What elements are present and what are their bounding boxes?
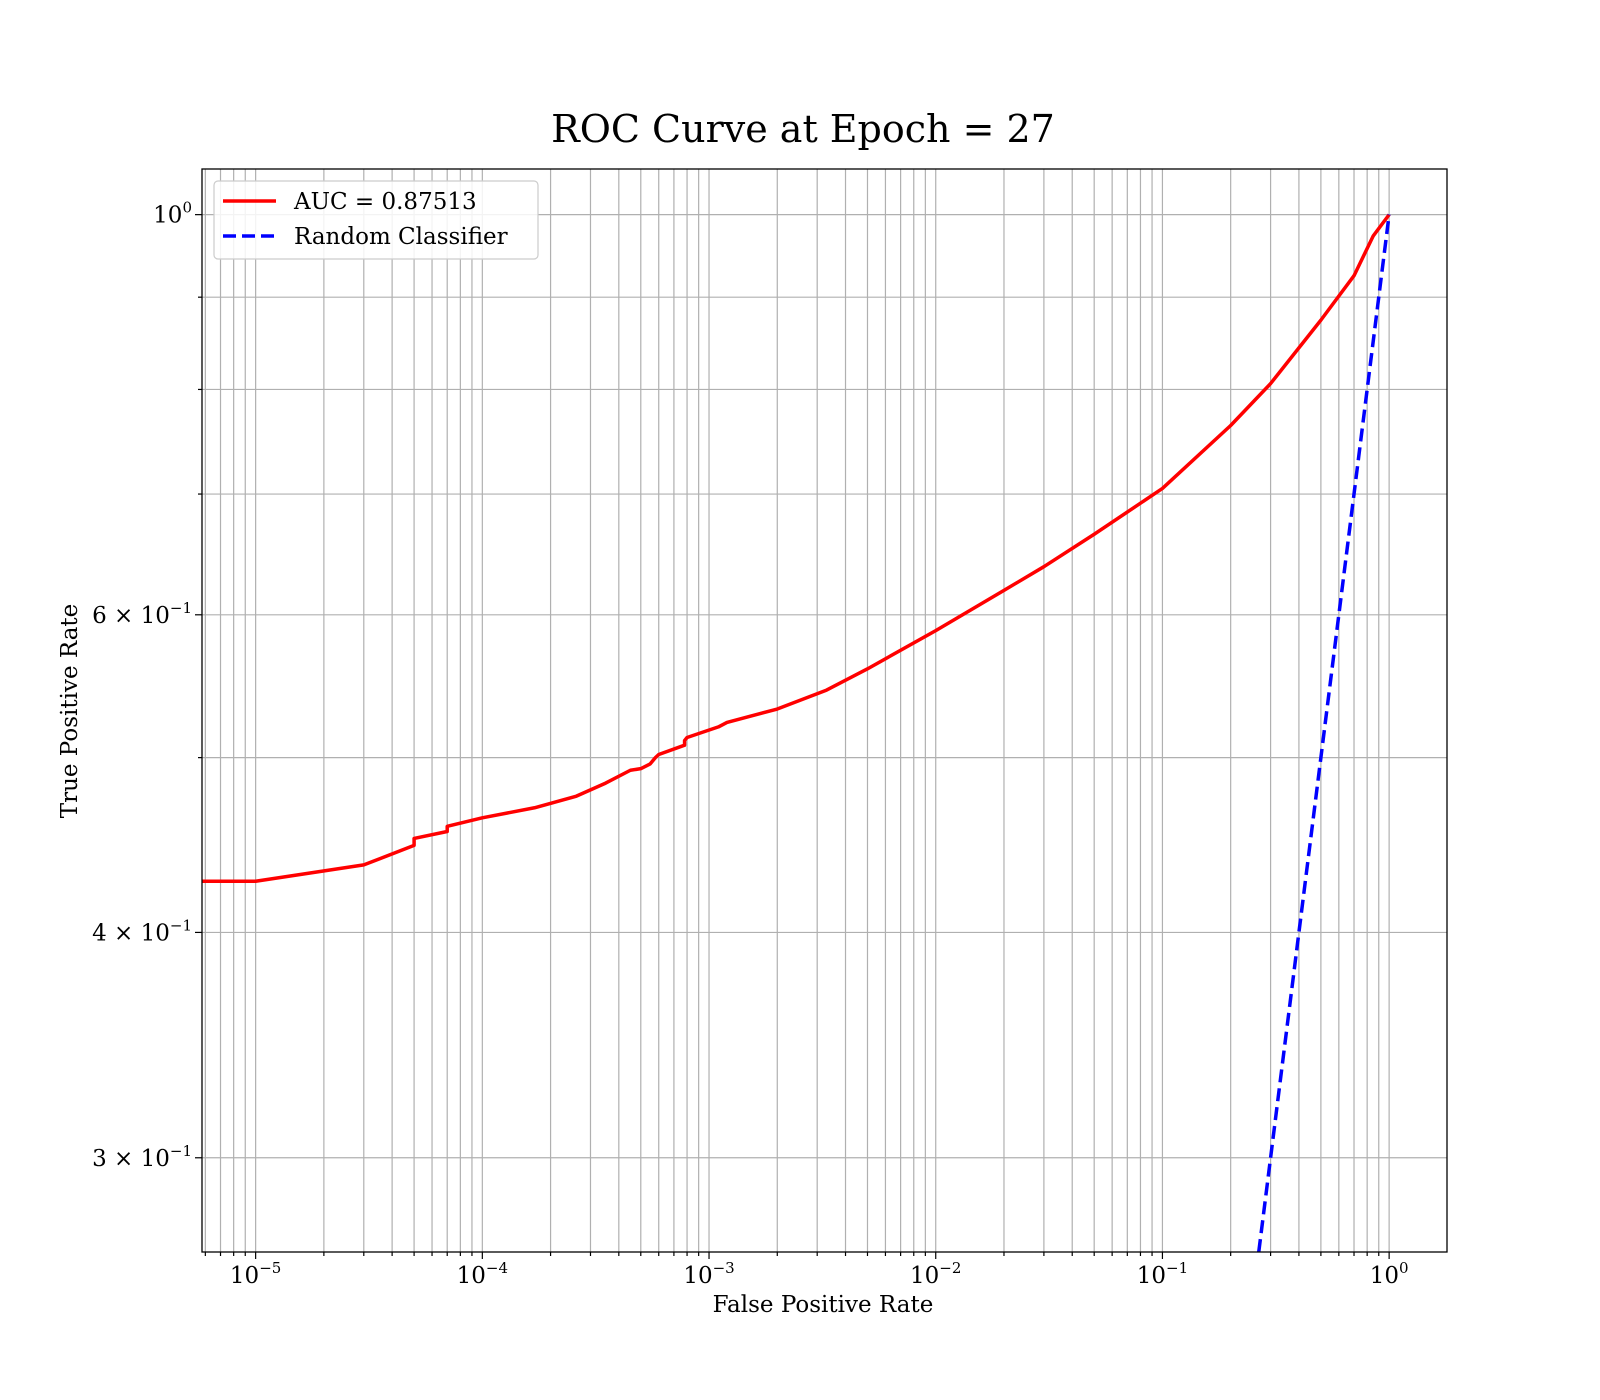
series-layer bbox=[202, 213, 1391, 1252]
legend-label-auc: AUC = 0.87513 bbox=[293, 189, 477, 215]
y-tick-label: 100 bbox=[153, 199, 192, 229]
y-tick-label: 4 × 10−1 bbox=[92, 916, 192, 946]
legend-frame bbox=[213, 180, 539, 260]
y-tick-label: 3 × 10−1 bbox=[92, 1142, 192, 1172]
y-tick-label: 6 × 10−1 bbox=[92, 599, 192, 629]
random-classifier-line bbox=[1257, 214, 1391, 1252]
x-tick-label: 10−1 bbox=[1137, 1259, 1188, 1289]
tick-marks bbox=[195, 214, 1390, 1259]
legend: AUC = 0.87513 Random Classifier bbox=[213, 180, 539, 260]
x-tick-label: 10−5 bbox=[230, 1259, 281, 1289]
tick-labels: 10−5 10−4 10−3 10−2 10−1 100 100 6 × 10−1 4 × 10… bbox=[92, 199, 1408, 1289]
x-tick-label: 10−3 bbox=[683, 1259, 734, 1289]
x-tick-label: 10−4 bbox=[457, 1259, 508, 1289]
legend-label-random-classifier: Random Classifier bbox=[294, 224, 508, 250]
y-axis-label: True Positive Rate bbox=[57, 604, 83, 819]
roc-curve-line bbox=[202, 213, 1391, 883]
x-axis-label: False Positive Rate bbox=[713, 1292, 934, 1318]
plot-area-frame bbox=[201, 168, 1448, 1253]
x-tick-label: 100 bbox=[1370, 1259, 1409, 1289]
chart-title: ROC Curve at Epoch = 27 bbox=[551, 107, 1055, 151]
x-tick-label: 10−2 bbox=[910, 1259, 961, 1289]
